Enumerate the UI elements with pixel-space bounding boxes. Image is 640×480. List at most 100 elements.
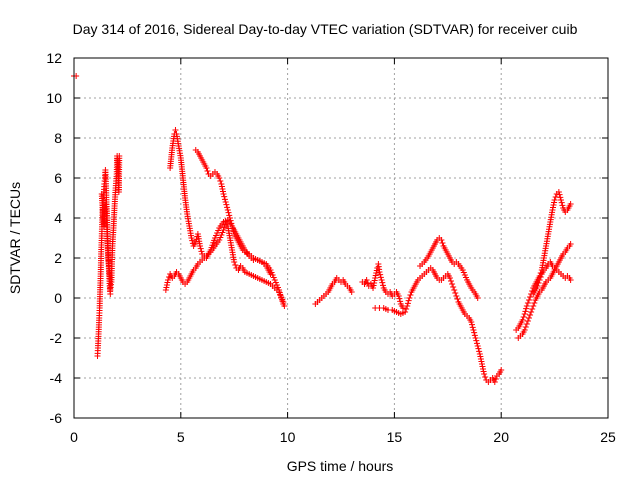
data-point-marker bbox=[474, 295, 481, 301]
data-point-marker bbox=[567, 201, 574, 207]
data-point-marker bbox=[453, 293, 460, 299]
data-point-marker bbox=[498, 367, 505, 373]
data-point-marker bbox=[217, 178, 224, 184]
series-track-H bbox=[513, 189, 574, 333]
data-point-marker bbox=[220, 191, 227, 197]
data-point-marker bbox=[521, 327, 528, 333]
data-point-marker bbox=[527, 294, 534, 300]
data-point-marker bbox=[407, 292, 414, 298]
x-tick-label: 10 bbox=[280, 429, 296, 445]
data-point-marker bbox=[379, 279, 386, 286]
data-point-marker bbox=[220, 227, 227, 233]
data-point-marker bbox=[380, 282, 387, 289]
data-point-marker bbox=[189, 237, 196, 244]
y-tick-label: 8 bbox=[54, 130, 62, 146]
data-point-marker bbox=[522, 324, 529, 330]
y-tick-label: -6 bbox=[50, 410, 63, 426]
series-track-C bbox=[192, 147, 274, 277]
axis-ticks: -6 -4 -2 0 2 4 6 8 10 12 0 5 10 15 20 25 bbox=[46, 50, 616, 445]
data-points bbox=[71, 73, 574, 385]
data-point-marker bbox=[203, 165, 210, 171]
data-point-marker bbox=[470, 327, 477, 333]
y-tick-label: 6 bbox=[54, 170, 62, 186]
data-point-marker bbox=[448, 278, 455, 284]
y-axis-label: SDTVAR / TECUs bbox=[7, 182, 23, 294]
data-point-marker bbox=[278, 295, 285, 301]
data-point-marker bbox=[277, 292, 284, 299]
data-point-marker bbox=[567, 241, 574, 247]
data-point-marker bbox=[232, 262, 239, 268]
data-point-marker bbox=[438, 237, 445, 243]
data-point-marker bbox=[527, 312, 534, 318]
data-point-marker bbox=[481, 371, 488, 377]
data-point-marker bbox=[471, 332, 478, 339]
data-point-marker bbox=[164, 277, 171, 283]
data-point-marker bbox=[522, 308, 529, 315]
series-track-I bbox=[515, 241, 574, 341]
data-point-marker bbox=[558, 197, 565, 203]
x-tick-label: 20 bbox=[493, 429, 509, 445]
series-start bbox=[71, 73, 80, 79]
y-tick-label: 4 bbox=[54, 210, 62, 226]
data-point-marker bbox=[404, 303, 411, 309]
data-point-marker bbox=[364, 280, 371, 286]
data-point-marker bbox=[377, 271, 384, 278]
data-point-marker bbox=[222, 199, 229, 205]
data-point-marker bbox=[363, 277, 370, 283]
data-point-marker bbox=[473, 337, 480, 344]
series-track-D bbox=[312, 275, 355, 307]
data-point-marker bbox=[197, 245, 204, 252]
data-point-marker bbox=[221, 196, 228, 203]
data-point-marker bbox=[198, 248, 205, 255]
data-point-marker bbox=[529, 306, 536, 312]
data-point-marker bbox=[531, 300, 538, 306]
y-tick-label: -4 bbox=[50, 370, 63, 386]
data-point-marker bbox=[530, 303, 537, 309]
data-point-marker bbox=[535, 280, 542, 286]
data-point-marker bbox=[230, 228, 237, 235]
data-point-marker bbox=[224, 207, 231, 213]
data-point-marker bbox=[403, 306, 410, 312]
data-point-marker bbox=[204, 168, 211, 174]
data-point-marker bbox=[197, 243, 204, 249]
data-point-marker bbox=[229, 223, 236, 229]
data-point-marker bbox=[223, 201, 230, 208]
data-point-marker bbox=[227, 217, 234, 224]
data-point-marker bbox=[376, 269, 383, 275]
data-point-marker bbox=[454, 296, 461, 302]
data-point-marker bbox=[536, 277, 543, 283]
data-point-marker bbox=[276, 287, 283, 293]
chart-title: Day 314 of 2016, Sidereal Day-to-day VTE… bbox=[73, 21, 578, 37]
data-point-marker bbox=[216, 175, 223, 181]
data-point-marker bbox=[551, 197, 558, 203]
series-track-G bbox=[417, 235, 481, 301]
data-point-marker bbox=[558, 199, 565, 206]
data-point-marker bbox=[449, 281, 456, 287]
series-track-F bbox=[372, 265, 505, 385]
x-axis-label: GPS time / hours bbox=[287, 458, 394, 474]
data-point-marker bbox=[188, 235, 195, 241]
y-tick-label: 12 bbox=[46, 50, 62, 66]
data-point-marker bbox=[397, 298, 404, 305]
data-point-marker bbox=[192, 239, 199, 245]
data-point-marker bbox=[224, 204, 231, 211]
data-point-marker bbox=[446, 275, 453, 281]
data-point-marker bbox=[267, 271, 274, 277]
data-point-marker bbox=[523, 305, 530, 312]
data-point-marker bbox=[524, 300, 531, 306]
data-point-marker bbox=[523, 303, 530, 309]
data-point-marker bbox=[405, 297, 412, 304]
data-point-marker bbox=[473, 340, 480, 347]
data-point-marker bbox=[377, 274, 384, 281]
data-point-marker bbox=[468, 319, 475, 325]
data-point-marker bbox=[534, 283, 541, 289]
y-tick-label: -2 bbox=[50, 330, 63, 346]
data-point-marker bbox=[228, 220, 235, 227]
x-tick-label: 5 bbox=[177, 429, 185, 445]
data-point-marker bbox=[226, 215, 233, 221]
data-point-marker bbox=[476, 348, 483, 355]
plot-frame bbox=[73, 57, 609, 419]
series-track-A bbox=[162, 219, 288, 309]
data-point-marker bbox=[520, 314, 527, 320]
y-tick-label: 0 bbox=[54, 290, 62, 306]
